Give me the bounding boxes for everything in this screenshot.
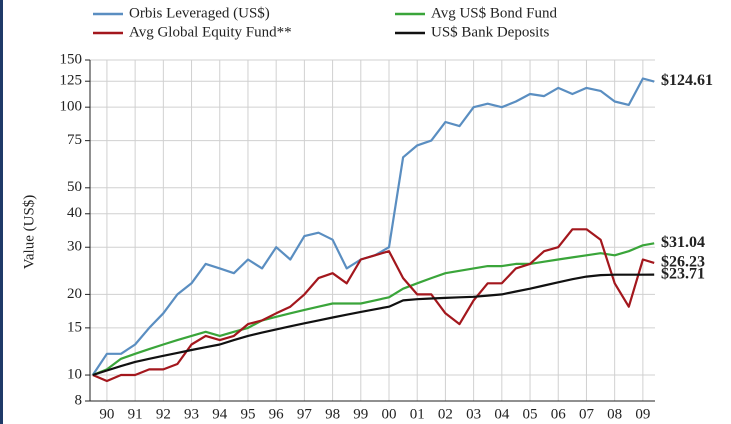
series-line xyxy=(91,77,655,376)
x-tick-label: 02 xyxy=(438,406,453,422)
y-tick-label: 100 xyxy=(60,99,83,115)
y-tick-label: 40 xyxy=(67,205,82,221)
x-tick-label: 09 xyxy=(635,406,650,422)
end-value-label: $26.23 xyxy=(661,254,705,271)
page-edge xyxy=(0,0,3,424)
x-tick-label: 95 xyxy=(240,406,255,422)
x-tick-label: 96 xyxy=(269,406,285,422)
x-tick-label: 07 xyxy=(579,406,595,422)
legend-label: Avg Global Equity Fund** xyxy=(129,24,292,40)
y-tick-label: 15 xyxy=(67,319,82,335)
y-tick-label: 50 xyxy=(67,179,82,195)
series-line xyxy=(92,273,655,377)
end-value-label: $124.61 xyxy=(661,72,713,89)
y-axis-label: Value (US$) xyxy=(21,195,37,270)
x-tick-label: 94 xyxy=(212,406,228,422)
y-tick-label: 8 xyxy=(75,392,83,408)
x-tick-label: 04 xyxy=(494,406,510,422)
legend-label: Avg US$ Bond Fund xyxy=(431,5,557,21)
y-tick-label: 20 xyxy=(67,286,82,302)
y-tick-label: 150 xyxy=(60,51,83,67)
x-tick-label: 00 xyxy=(382,406,397,422)
y-tick-label: 75 xyxy=(67,132,82,148)
x-tick-label: 01 xyxy=(410,406,425,422)
x-tick-label: 03 xyxy=(466,406,481,422)
y-tick-label: 10 xyxy=(67,366,82,382)
legend-label: Orbis Leveraged (US$) xyxy=(129,5,270,21)
end-value-label: $23.71 xyxy=(661,265,705,282)
x-tick-label: 08 xyxy=(607,406,622,422)
x-tick-label: 06 xyxy=(551,406,567,422)
y-tick-label: 30 xyxy=(67,239,82,255)
x-tick-label: 99 xyxy=(353,406,368,422)
legend-label: US$ Bank Deposits xyxy=(431,24,550,40)
series-line xyxy=(92,228,655,383)
x-tick-label: 90 xyxy=(99,406,114,422)
x-tick-label: 97 xyxy=(297,406,313,422)
x-tick-label: 91 xyxy=(128,406,143,422)
x-tick-label: 05 xyxy=(523,406,538,422)
series-line xyxy=(92,242,655,377)
y-tick-label: 125 xyxy=(60,73,83,89)
x-tick-label: 92 xyxy=(156,406,171,422)
x-tick-label: 93 xyxy=(184,406,199,422)
end-value-label: $31.04 xyxy=(661,234,705,251)
x-tick-label: 98 xyxy=(325,406,340,422)
